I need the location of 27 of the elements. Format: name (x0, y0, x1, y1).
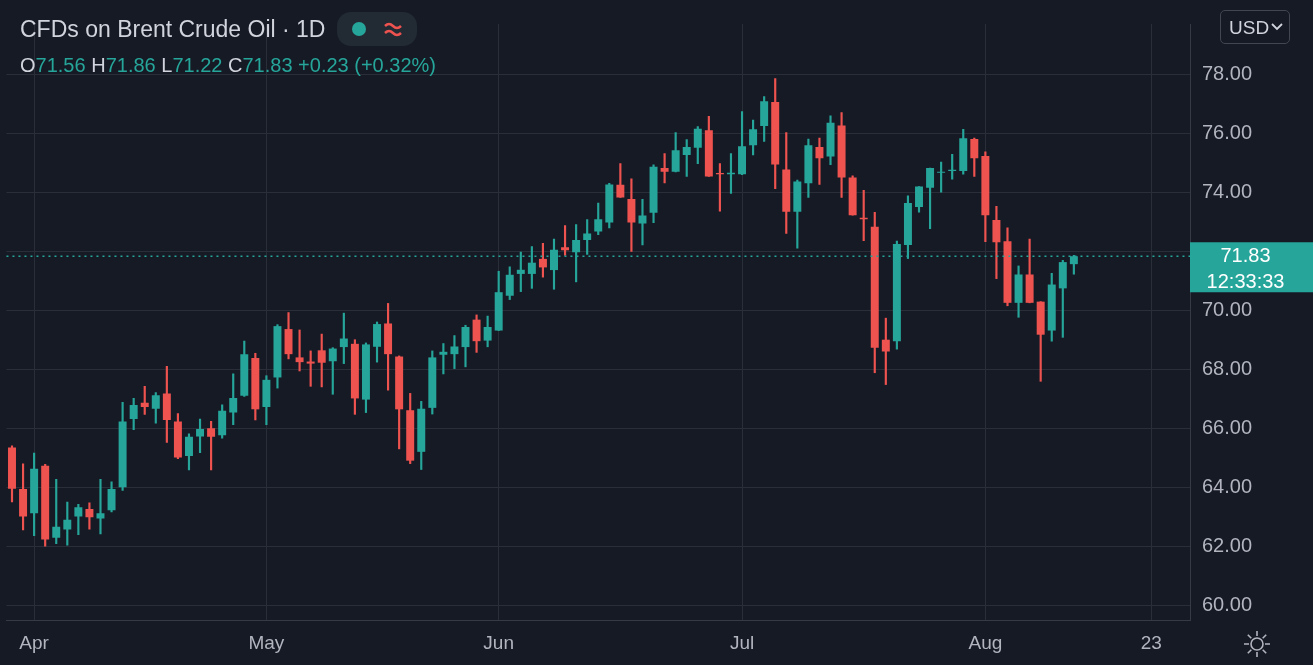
y-tick-label: 78.00 (1202, 61, 1253, 84)
x-tick-label: Jun (483, 631, 515, 653)
text: 12:33:33 (1206, 269, 1285, 292)
y-tick-label: 60.00 (1202, 592, 1253, 615)
x-tick-label: May (248, 631, 285, 653)
y-tick-label: 76.00 (1202, 120, 1253, 143)
ref-line-label: 71.83 (1220, 243, 1271, 266)
candlestick (937, 161, 946, 193)
x-tick-label: Aug (968, 631, 1003, 653)
text: O71.56 H71.86 L71.22 C71.83 +0.23 (+0.32%) (20, 54, 436, 76)
x-tick-label: Jul (729, 631, 755, 653)
candlestick (992, 206, 1001, 279)
candlestick (96, 478, 105, 535)
y-tick-label: 62.00 (1202, 533, 1253, 556)
y-tick-label: 74.00 (1202, 179, 1253, 202)
candlestick (85, 502, 94, 530)
y-tick-label: 68.00 (1202, 356, 1253, 379)
chart-title: CFDs on Brent Crude Oil · 1D (20, 15, 326, 43)
y-tick-label: 66.00 (1202, 415, 1253, 438)
candlestick (815, 137, 824, 185)
x-tick-label: 23 (1140, 631, 1162, 653)
x-tick-label: Apr (19, 631, 50, 653)
y-tick-label: 64.00 (1202, 474, 1253, 497)
candlestick (450, 335, 459, 369)
candlestick (638, 198, 647, 246)
y-axis-title: USD (1229, 17, 1270, 38)
y-tick-label: 70.00 (1202, 297, 1253, 320)
